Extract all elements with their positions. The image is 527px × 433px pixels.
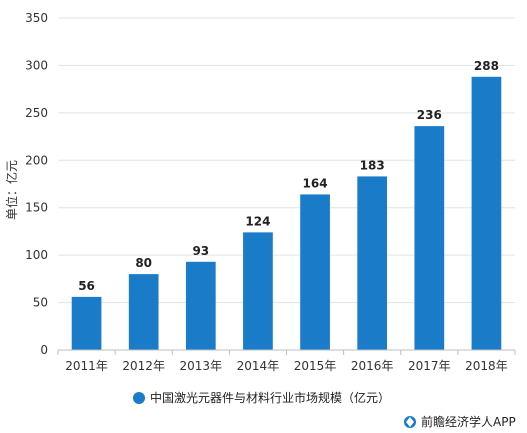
bar xyxy=(414,126,445,350)
x-tick-label: 2011年 xyxy=(65,359,108,373)
bar-value-label: 183 xyxy=(360,158,385,172)
y-tick-label: 100 xyxy=(25,248,48,262)
bar xyxy=(185,261,216,350)
x-tick-label: 2016年 xyxy=(351,359,394,373)
legend: 中国激光元器件与材料行业市场规模（亿元） xyxy=(133,390,390,405)
bar-value-label: 56 xyxy=(78,279,95,293)
y-tick-label: 200 xyxy=(25,153,48,167)
x-tick-label: 2015年 xyxy=(294,359,337,373)
bar xyxy=(357,176,388,350)
y-tick-label: 300 xyxy=(25,58,48,72)
bar-value-label: 80 xyxy=(135,256,152,270)
x-axis-ticks: 2011年 2012年 2013年 2014年 2015年 2016年 2017年 2018年 xyxy=(57,350,516,373)
y-axis-label: 单位：亿元 xyxy=(4,160,19,220)
gridlines xyxy=(58,17,515,304)
bar-value-label: 124 xyxy=(245,214,270,228)
y-axis-ticks: 0 50 100 150 200 250 300 350 xyxy=(25,11,48,357)
y-tick-label: 150 xyxy=(25,201,48,215)
bar xyxy=(471,76,502,350)
y-tick-label: 250 xyxy=(25,106,48,120)
x-tick-label: 2014年 xyxy=(237,359,280,373)
x-tick-label: 2012年 xyxy=(122,359,165,373)
source-label: 前瞻经济学人APP xyxy=(421,414,516,429)
legend-label: 中国激光元器件与材料行业市场规模（亿元） xyxy=(150,390,390,405)
bars xyxy=(71,76,502,350)
y-tick-label: 350 xyxy=(25,11,48,25)
bar-value-label: 288 xyxy=(474,59,499,73)
y-tick-label: 50 xyxy=(33,296,48,310)
bar xyxy=(71,296,102,350)
bar xyxy=(300,194,330,350)
x-tick-label: 2017年 xyxy=(408,359,451,373)
x-tick-label: 2018年 xyxy=(465,359,508,373)
bar xyxy=(128,274,159,350)
source-credit: 前瞻经济学人APP xyxy=(404,414,516,429)
bar-value-label: 93 xyxy=(192,244,209,258)
source-logo-mark xyxy=(406,417,414,427)
data-labels: 56 80 93 124 164 183 236 288 xyxy=(78,59,499,293)
y-tick-label: 0 xyxy=(40,343,48,357)
legend-marker xyxy=(133,392,145,404)
bar-value-label: 164 xyxy=(303,176,328,190)
bar xyxy=(243,232,273,350)
x-tick-label: 2013年 xyxy=(180,359,223,373)
bar-value-label: 236 xyxy=(417,108,442,122)
